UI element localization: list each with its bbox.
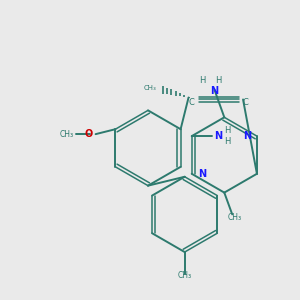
Text: CH₃: CH₃ <box>227 213 241 222</box>
Text: CH₃: CH₃ <box>144 85 157 91</box>
Text: C: C <box>189 98 194 107</box>
Text: H: H <box>224 137 231 146</box>
Text: N: N <box>243 131 251 141</box>
Text: N: N <box>210 85 218 96</box>
Text: CH₃: CH₃ <box>60 130 74 139</box>
Text: C: C <box>242 98 248 107</box>
Text: H: H <box>224 126 231 135</box>
Text: CH₃: CH₃ <box>178 271 192 280</box>
Text: H: H <box>199 76 206 85</box>
Text: N: N <box>214 131 223 141</box>
Text: N: N <box>198 169 206 179</box>
Text: H: H <box>215 76 221 85</box>
Text: O: O <box>84 129 93 139</box>
